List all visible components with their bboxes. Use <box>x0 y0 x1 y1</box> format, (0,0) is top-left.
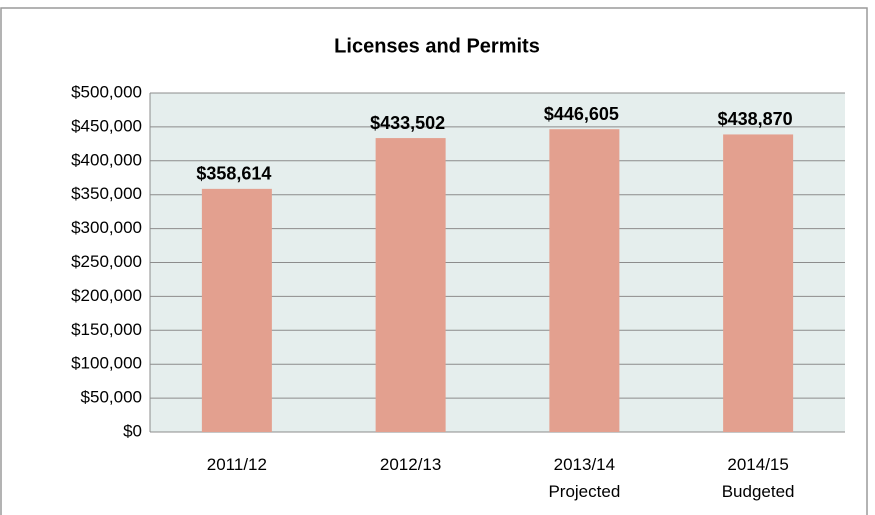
data-label: $438,870 <box>718 109 793 129</box>
bar <box>201 188 272 432</box>
bar <box>549 129 620 432</box>
y-tick-label: $150,000 <box>71 320 142 339</box>
y-tick-label: $0 <box>123 421 142 440</box>
y-tick-label: $500,000 <box>71 82 142 101</box>
y-tick-label: $350,000 <box>71 184 142 203</box>
data-label: $433,502 <box>370 113 445 133</box>
y-tick-label: $450,000 <box>71 116 142 135</box>
y-tick-label: $50,000 <box>81 388 142 407</box>
x-tick-label: 2011/12 <box>206 455 267 474</box>
data-label: $446,605 <box>544 104 619 124</box>
bar <box>375 138 446 433</box>
bar <box>723 134 794 432</box>
y-tick-label: $250,000 <box>71 252 142 271</box>
x-tick-label: 2013/14 Projected <box>548 455 621 501</box>
y-tick-label: $400,000 <box>71 150 142 169</box>
y-tick-label: $200,000 <box>71 286 142 305</box>
y-tick-label: $100,000 <box>71 354 142 373</box>
x-tick-label: 2012/13 <box>379 455 442 474</box>
x-tick-label: 2014/15 Budgeted <box>721 455 795 501</box>
y-tick-label: $300,000 <box>71 218 142 237</box>
chart-title: Licenses and Permits <box>334 35 540 57</box>
data-label: $358,614 <box>196 164 271 184</box>
